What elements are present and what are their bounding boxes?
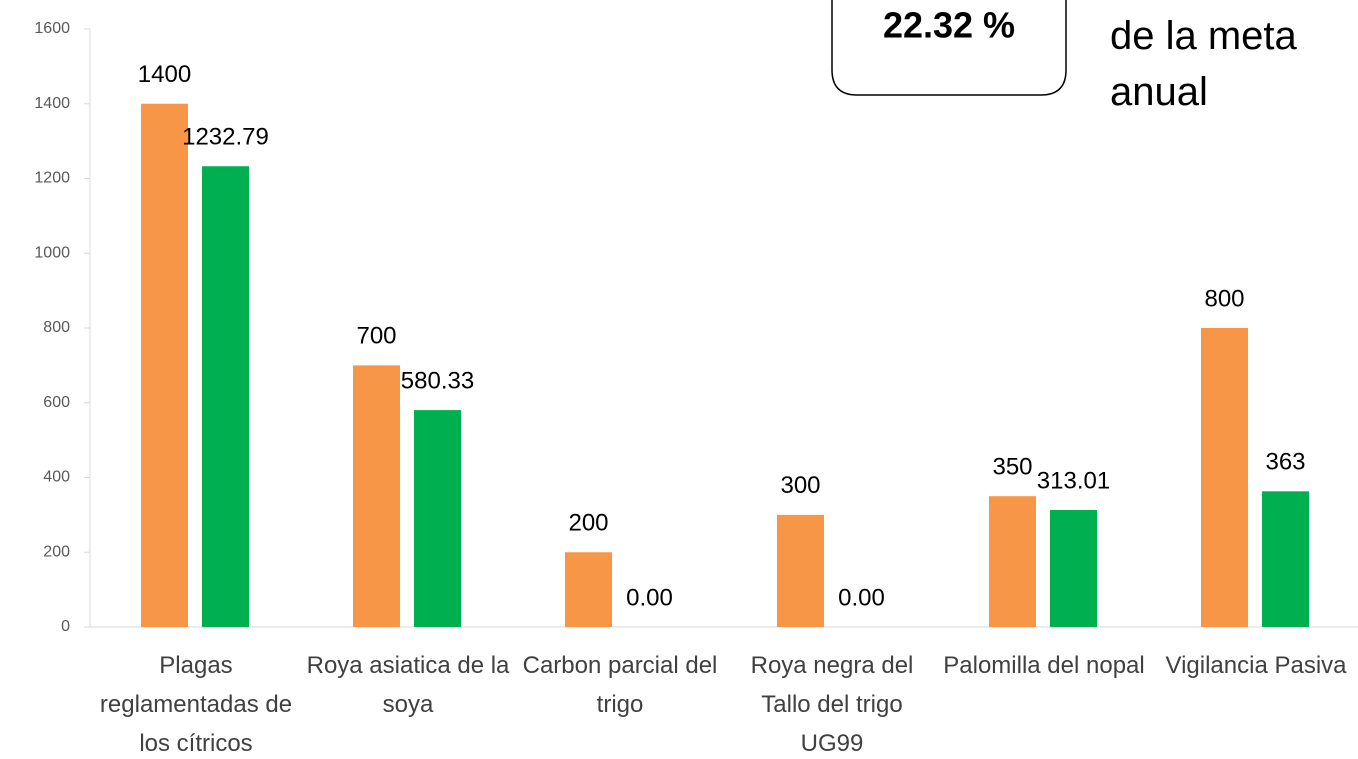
bar [565, 552, 612, 627]
x-tick-label: Carbon parcial del trigo [522, 652, 718, 718]
value-label: 1232.79 [182, 124, 269, 151]
bar [1050, 510, 1097, 627]
bar [777, 514, 824, 627]
value-label: 700 [356, 323, 396, 350]
value-label: 580.33 [401, 367, 474, 394]
value-label: 1400 [138, 61, 191, 88]
y-tick-label: 1600 [34, 20, 70, 37]
y-tick-label: 1200 [34, 170, 70, 187]
value-label: 800 [1204, 285, 1244, 312]
x-tick-label: Roya asiatica de la soya [306, 652, 510, 718]
bar [414, 410, 461, 627]
annotation-text: de la meta anual [1110, 14, 1297, 114]
x-tick-label: Palomilla del nopal [943, 652, 1145, 679]
annotation-box [831, 0, 1067, 96]
y-tick-label: 600 [43, 394, 70, 411]
value-label: 363 [1265, 449, 1305, 476]
bar [202, 166, 249, 627]
y-tick-label: 0 [61, 618, 70, 635]
bar [141, 103, 188, 627]
bar [1262, 491, 1309, 627]
bar [989, 496, 1036, 627]
x-tick-label: Vigilancia Pasiva [1165, 652, 1347, 679]
value-label: 313.01 [1037, 467, 1110, 494]
y-tick-label: 200 [43, 543, 70, 560]
bar [353, 365, 400, 627]
y-tick-label: 1000 [34, 244, 70, 261]
x-tick-label: Roya negra del Tallo del trigo UG99 [750, 652, 914, 757]
bar [1201, 328, 1248, 627]
value-label: 0.00 [838, 584, 885, 611]
y-tick-label: 800 [43, 319, 70, 336]
value-label: 200 [568, 510, 608, 537]
x-tick-label: Plagas reglamentadas de los cítricos [99, 652, 293, 757]
annotation-value: 22.32 % [883, 5, 1015, 46]
value-label: 350 [992, 454, 1032, 481]
value-label: 0.00 [626, 584, 673, 611]
y-tick-label: 400 [43, 469, 70, 486]
value-label: 300 [780, 472, 820, 499]
y-tick-label: 1400 [34, 95, 70, 112]
